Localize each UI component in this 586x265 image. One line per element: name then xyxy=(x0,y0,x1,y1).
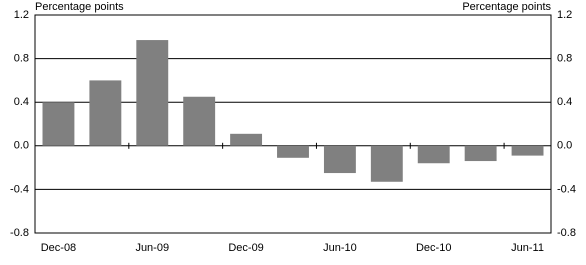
y-tick-label: 0.8 xyxy=(14,53,29,65)
bar xyxy=(89,80,122,146)
bar xyxy=(323,145,356,174)
y2-tick-label: 0.8 xyxy=(557,53,572,65)
y-tick-label: 1.2 xyxy=(14,9,29,21)
bar xyxy=(42,102,75,146)
x-tick-label: Jun-09 xyxy=(135,242,169,254)
y2-tick-label: 0.4 xyxy=(557,96,572,108)
bar xyxy=(277,145,309,158)
y-tick-label: 0.0 xyxy=(14,140,29,152)
y2-tick-label: 1.2 xyxy=(557,9,572,21)
plot-frame xyxy=(34,14,552,234)
y-tick-label: -0.4 xyxy=(10,183,29,195)
bar xyxy=(183,96,216,146)
y2-axis-label: Percentage points xyxy=(462,1,551,13)
bar xyxy=(370,145,403,182)
bar xyxy=(230,133,263,146)
y2-tick-label: 0.0 xyxy=(557,140,572,152)
bar xyxy=(511,145,544,156)
x-tick-label: Dec-08 xyxy=(41,242,76,254)
y-tick-label: -0.8 xyxy=(10,227,29,239)
y2-tick-label: -0.8 xyxy=(557,227,576,239)
y2-tick-label: -0.4 xyxy=(557,183,576,195)
bar xyxy=(136,40,169,146)
bar xyxy=(417,145,450,164)
x-tick-label: Dec-09 xyxy=(228,242,263,254)
y-tick-label: 0.4 xyxy=(14,96,29,108)
y-axis-label: Percentage points xyxy=(35,1,124,13)
bar xyxy=(464,145,497,162)
x-tick-label: Jun-11 xyxy=(511,242,544,254)
x-tick-label: Dec-10 xyxy=(416,242,451,254)
x-tick-label: Jun-10 xyxy=(323,242,357,254)
